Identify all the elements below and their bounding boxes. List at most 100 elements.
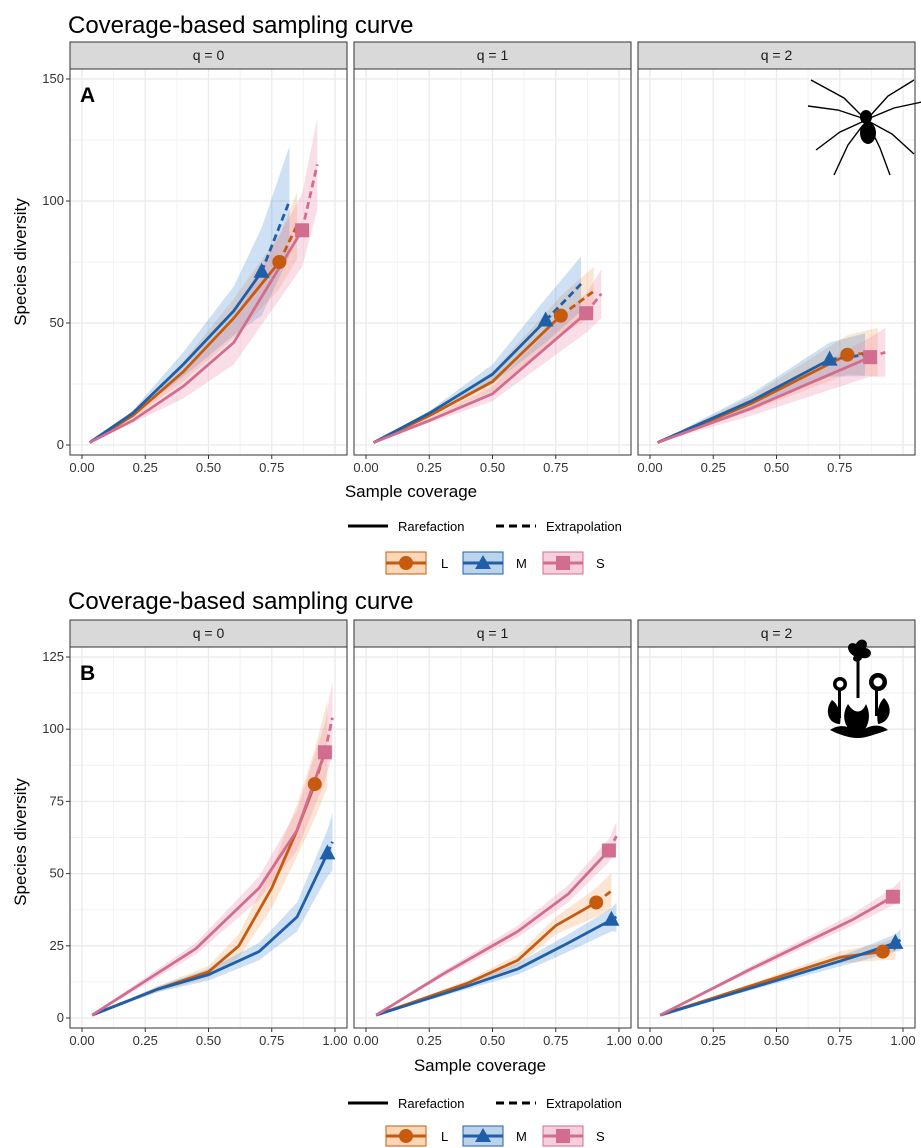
x-tick-label: 0.25 (701, 1033, 726, 1048)
spider-icon (807, 79, 921, 176)
extrapolation-legend-label: Extrapolation (546, 519, 622, 534)
facet-panel-2: q = 2 0.00 0.25 0.50 0.75 (637, 41, 916, 475)
series-layer (372, 256, 603, 444)
observed-point-m (537, 311, 554, 327)
chart-a: Coverage-based sampling curve q = 0 0.00 0… (11, 12, 916, 575)
rarefaction-line-s (373, 312, 588, 444)
legend-label-m: M (516, 1129, 527, 1144)
facet-strip-label: q = 1 (477, 625, 509, 641)
chart-b-method-legend: Rarefaction Extrapolation (348, 1096, 622, 1111)
x-tick-label: 0.25 (417, 460, 442, 475)
y-tick-label: 100 (42, 721, 64, 736)
rarefaction-line-s (91, 751, 327, 1017)
chart-b-group-legend: L M S (385, 1125, 605, 1147)
y-tick-label: 150 (42, 71, 64, 86)
facet-strip (353, 41, 632, 70)
chart-b-y-axis-label: Species diversity (11, 778, 30, 906)
x-tick-label: 0.50 (480, 1033, 505, 1048)
x-tick-label: 0.00 (353, 460, 378, 475)
facet-strip-label: q = 0 (193, 47, 225, 63)
x-tick-label: 1.00 (890, 1033, 915, 1048)
chart-b-title: Coverage-based sampling curve (68, 588, 414, 615)
legend-key-l-marker (399, 1129, 413, 1143)
facet-strip (69, 619, 348, 648)
x-tick-label: 1.00 (322, 1033, 347, 1048)
y-tick-label: 0 (57, 1010, 64, 1025)
legend-key-s-marker (556, 1129, 570, 1143)
x-tick-label: 0.75 (259, 460, 284, 475)
series-layer (91, 681, 336, 1017)
x-tick-label: 0.75 (259, 1033, 284, 1048)
extrapolation-legend-label: Extrapolation (546, 1096, 622, 1111)
legend-key-l-marker (399, 556, 413, 570)
chart-a-x-axis-label: Sample coverage (345, 482, 477, 501)
facet-strip-label: q = 2 (761, 625, 793, 641)
x-tick-label: 0.00 (637, 1033, 662, 1048)
y-tick-label: 25 (50, 938, 64, 953)
ci-band-m (92, 812, 333, 1016)
flowering-plant-icon (827, 639, 890, 738)
rarefaction-legend-label: Rarefaction (398, 1096, 464, 1111)
facet-strip (353, 619, 632, 648)
chart-a-group-legend: L M S (385, 551, 605, 575)
observed-point-m (603, 910, 620, 926)
x-tick-label: 0.00 (69, 460, 94, 475)
facet-panel-2: q = 2 0.00 0.25 0.50 0.75 1.00 (637, 619, 916, 1048)
facet-panel-1: q = 1 0.00 0.25 0.50 0.75 1.00 (353, 619, 632, 1048)
panel-letter: A (80, 84, 95, 107)
facet-strip (637, 41, 916, 70)
chart-a-plot: q = 0 0.00 0.25 0.50 0.75 0 50 100 150 Aq = 1 0.00… (42, 41, 916, 475)
facet-panel-0: q = 0 0.00 0.25 0.50 0.75 0 50 100 150 A (42, 41, 348, 475)
x-tick-label: 0.75 (827, 1033, 852, 1048)
x-tick-label: 0.00 (637, 460, 662, 475)
y-tick-label: 75 (50, 793, 64, 808)
rarefaction-line-m (88, 270, 263, 444)
observed-point-l (875, 944, 890, 959)
facet-strip-label: q = 1 (477, 47, 509, 63)
panel-letter: B (80, 662, 95, 685)
ci-band-m (89, 146, 290, 443)
series-layer (659, 880, 904, 1017)
observed-point-l (840, 347, 855, 362)
rarefaction-line-m (659, 941, 896, 1017)
series-layer (375, 821, 620, 1017)
y-tick-label: 100 (42, 193, 64, 208)
observed-point-s (601, 843, 616, 858)
chart-b-x-axis-label: Sample coverage (414, 1056, 546, 1075)
observed-point-s (863, 350, 878, 365)
facet-panel-1: q = 1 0.00 0.25 0.50 0.75 (353, 41, 632, 475)
y-tick-label: 0 (57, 437, 64, 452)
facet-strip (637, 619, 916, 648)
x-tick-label: 0.50 (480, 460, 505, 475)
series-layer (657, 327, 886, 444)
observed-point-m (887, 933, 904, 949)
facet-strip-label: q = 0 (193, 625, 225, 641)
extrapolation-line-s (300, 164, 319, 231)
observed-point-m (821, 350, 838, 366)
rarefaction-line-s (375, 849, 610, 1017)
rarefaction-line-s (657, 355, 871, 444)
legend-label-s: S (596, 1129, 605, 1144)
observed-point-l (589, 895, 604, 910)
rarefaction-line-m (375, 918, 613, 1017)
legend-key-m-marker (475, 1128, 491, 1142)
x-tick-label: 0.50 (764, 460, 789, 475)
x-tick-label: 0.50 (196, 460, 221, 475)
legend-label-m: M (516, 556, 527, 571)
series-layer (88, 118, 319, 444)
x-tick-label: 0.25 (133, 460, 158, 475)
observed-point-s (295, 223, 310, 238)
y-tick-label: 50 (50, 315, 64, 330)
chart-a-method-legend: Rarefaction Extrapolation (348, 519, 622, 534)
rarefaction-line-m (372, 319, 547, 444)
observed-point-l (272, 255, 287, 269)
legend-key-s-marker (556, 556, 570, 570)
x-tick-label: 0.75 (543, 460, 568, 475)
rarefaction-line-s (659, 895, 894, 1017)
facet-strip-label: q = 2 (761, 47, 793, 63)
x-tick-label: 1.00 (606, 1033, 631, 1048)
extrapolation-line-m (260, 200, 291, 273)
legend-label-s: S (596, 556, 605, 571)
rarefaction-line-l (375, 901, 597, 1017)
